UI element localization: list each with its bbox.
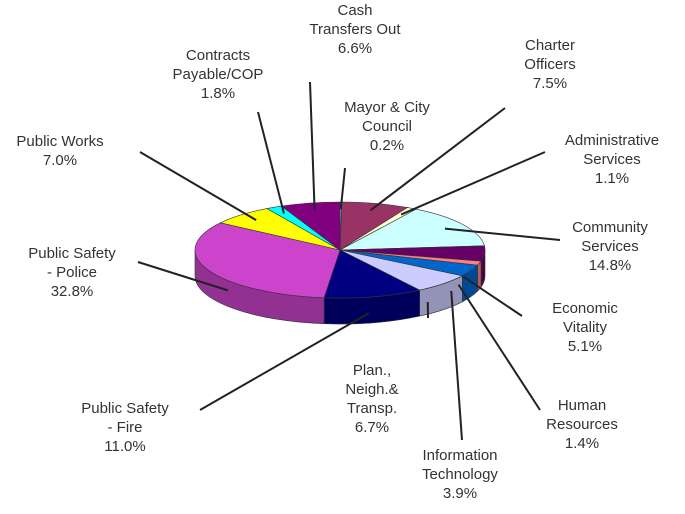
- slice-value-label: 0.2%: [370, 137, 404, 154]
- slice-value-label: 6.6%: [338, 40, 372, 57]
- slice-label: Community Services: [572, 219, 648, 255]
- slice-value-label: 3.9%: [443, 485, 477, 502]
- slice-value-label: 1.8%: [201, 85, 235, 102]
- slice: [194, 222, 341, 299]
- slice-value-label: 5.1%: [568, 338, 602, 355]
- slice-value-label: 1.4%: [565, 435, 599, 452]
- slice-label: Plan., Neigh.& Transp.: [345, 362, 398, 417]
- leader-line: [462, 275, 523, 317]
- pie-tops: [194, 201, 486, 299]
- slice-label: Administrative Services: [565, 132, 659, 168]
- slice-label: Public Works: [16, 133, 103, 150]
- leader-line: [444, 227, 561, 241]
- slice-value-label: 7.5%: [533, 75, 567, 92]
- leader-line: [400, 151, 546, 216]
- slice-label: Mayor & City Council: [344, 99, 430, 135]
- slice-label: Public Safety - Police: [28, 245, 116, 281]
- slice-value-label: 14.8%: [589, 257, 632, 274]
- leader-line: [369, 107, 506, 212]
- leader-line: [257, 111, 285, 214]
- leader-line: [450, 290, 463, 441]
- leader-line: [457, 284, 541, 411]
- slice: [339, 208, 485, 251]
- slice-label: Public Safety - Fire: [81, 400, 169, 436]
- leader-line: [137, 261, 229, 292]
- slice-value-label: 6.7%: [355, 419, 389, 436]
- slice-value-label: 32.8%: [51, 283, 94, 300]
- leader-line: [139, 151, 257, 221]
- slice: [323, 249, 421, 299]
- slice-label: Economic Vitality: [552, 300, 618, 336]
- slice-label: Information Technology: [422, 447, 498, 483]
- leader-line: [199, 312, 370, 411]
- slice-label: Charter Officers: [524, 37, 575, 73]
- leader-line: [309, 81, 316, 211]
- slice-label: Cash Transfers Out: [309, 2, 401, 38]
- leader-line: [339, 167, 346, 210]
- slice-value-label: 11.0%: [104, 438, 145, 455]
- slice-value-label: 7.0%: [43, 152, 77, 169]
- slice-label: Contracts Payable/COP: [173, 47, 264, 83]
- slice-label: Human Resources: [546, 397, 618, 433]
- slice-value-label: 1.1%: [595, 170, 629, 187]
